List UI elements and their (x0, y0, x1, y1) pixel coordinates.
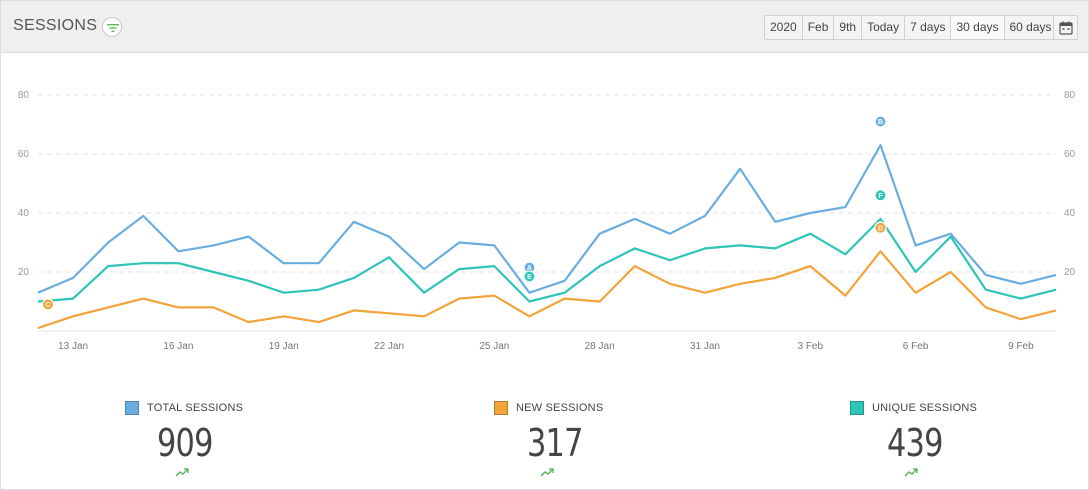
unique-sessions-label: UNIQUE SESSIONS (872, 401, 978, 414)
annotation-marker-b[interactable]: B (874, 115, 887, 128)
x-tick-label: 31 Jan (690, 341, 720, 352)
total-sessions-value: 909 (157, 421, 213, 465)
x-tick-label: 9 Feb (1008, 341, 1034, 352)
y-tick-label-right: 80 (1064, 90, 1076, 101)
svg-text:D: D (878, 225, 883, 232)
total-sessions-swatch[interactable] (125, 400, 139, 415)
unique-sessions-swatch[interactable] (850, 400, 864, 415)
svg-text:C: C (45, 302, 50, 309)
unique-sessions-line (37, 217, 1057, 303)
range-7-days-button[interactable]: 7 days (905, 16, 952, 39)
y-tick-label-left: 20 (18, 267, 30, 278)
y-tick-label-right: 20 (1064, 267, 1076, 278)
y-tick-label-left: 40 (18, 208, 30, 219)
range-today-button[interactable]: Today (862, 16, 906, 39)
unique-sessions-value: 439 (887, 421, 943, 465)
range-30-days-button[interactable]: 30 days (951, 16, 1005, 39)
legend-new-sessions: NEW SESSIONS 317 (494, 399, 694, 479)
y-tick-label-right: 40 (1064, 208, 1076, 219)
panel-title: SESSIONS (13, 17, 98, 34)
y-tick-label-left: 60 (18, 149, 30, 160)
panel-header: SESSIONS 2020 Feb 9th Today 7 days 30 da… (1, 1, 1088, 53)
x-tick-label: 6 Feb (903, 341, 929, 352)
new-sessions-value: 317 (527, 421, 583, 465)
trend-up-icon (904, 468, 918, 477)
svg-text:B: B (878, 119, 883, 126)
date-range-selector: 2020 Feb 9th Today 7 days 30 days 60 day… (764, 15, 1058, 40)
filter-button[interactable] (102, 17, 122, 37)
range-9th-button[interactable]: 9th (834, 16, 863, 39)
range-2020-button[interactable]: 2020 (765, 16, 803, 39)
range-feb-button[interactable]: Feb (803, 16, 835, 39)
svg-text:A: A (527, 265, 532, 272)
x-tick-label: 25 Jan (479, 341, 509, 352)
x-tick-label: 16 Jan (163, 341, 193, 352)
trend-up-icon (175, 468, 189, 477)
annotation-marker-d[interactable]: D (874, 221, 887, 234)
range-60-days-button[interactable]: 60 days (1009, 20, 1052, 34)
calendar-icon (1059, 21, 1073, 35)
legend-total-sessions: TOTAL SESSIONS 909 (125, 399, 325, 479)
x-tick-label: 22 Jan (374, 341, 404, 352)
annotation-marker-c[interactable]: C (41, 298, 55, 311)
svg-text:F: F (878, 193, 883, 200)
x-tick-label: 3 Feb (797, 341, 823, 352)
calendar-button[interactable] (1053, 15, 1078, 40)
new-sessions-line (37, 250, 1057, 330)
x-tick-label: 28 Jan (585, 341, 615, 352)
x-tick-label: 19 Jan (269, 341, 299, 352)
svg-text:E: E (527, 274, 532, 281)
new-sessions-swatch[interactable] (494, 400, 508, 415)
x-tick-label: 13 Jan (58, 341, 88, 352)
filter-icon (107, 24, 119, 32)
total-sessions-line (37, 144, 1057, 294)
annotation-marker-e[interactable]: E (523, 270, 536, 283)
sessions-line-chart: 20 20 40 40 60 60 80 80 13 Jan 16 Jan 19 Jan 22 Ja… (18, 90, 1076, 352)
y-tick-label-left: 80 (18, 90, 30, 101)
y-tick-label-right: 60 (1064, 149, 1076, 160)
annotation-marker-f[interactable]: F (874, 189, 887, 202)
legend-unique-sessions: UNIQUE SESSIONS 439 (850, 399, 1050, 479)
total-sessions-label: TOTAL SESSIONS (147, 401, 244, 414)
new-sessions-label: NEW SESSIONS (516, 401, 604, 414)
trend-up-icon (540, 468, 554, 477)
